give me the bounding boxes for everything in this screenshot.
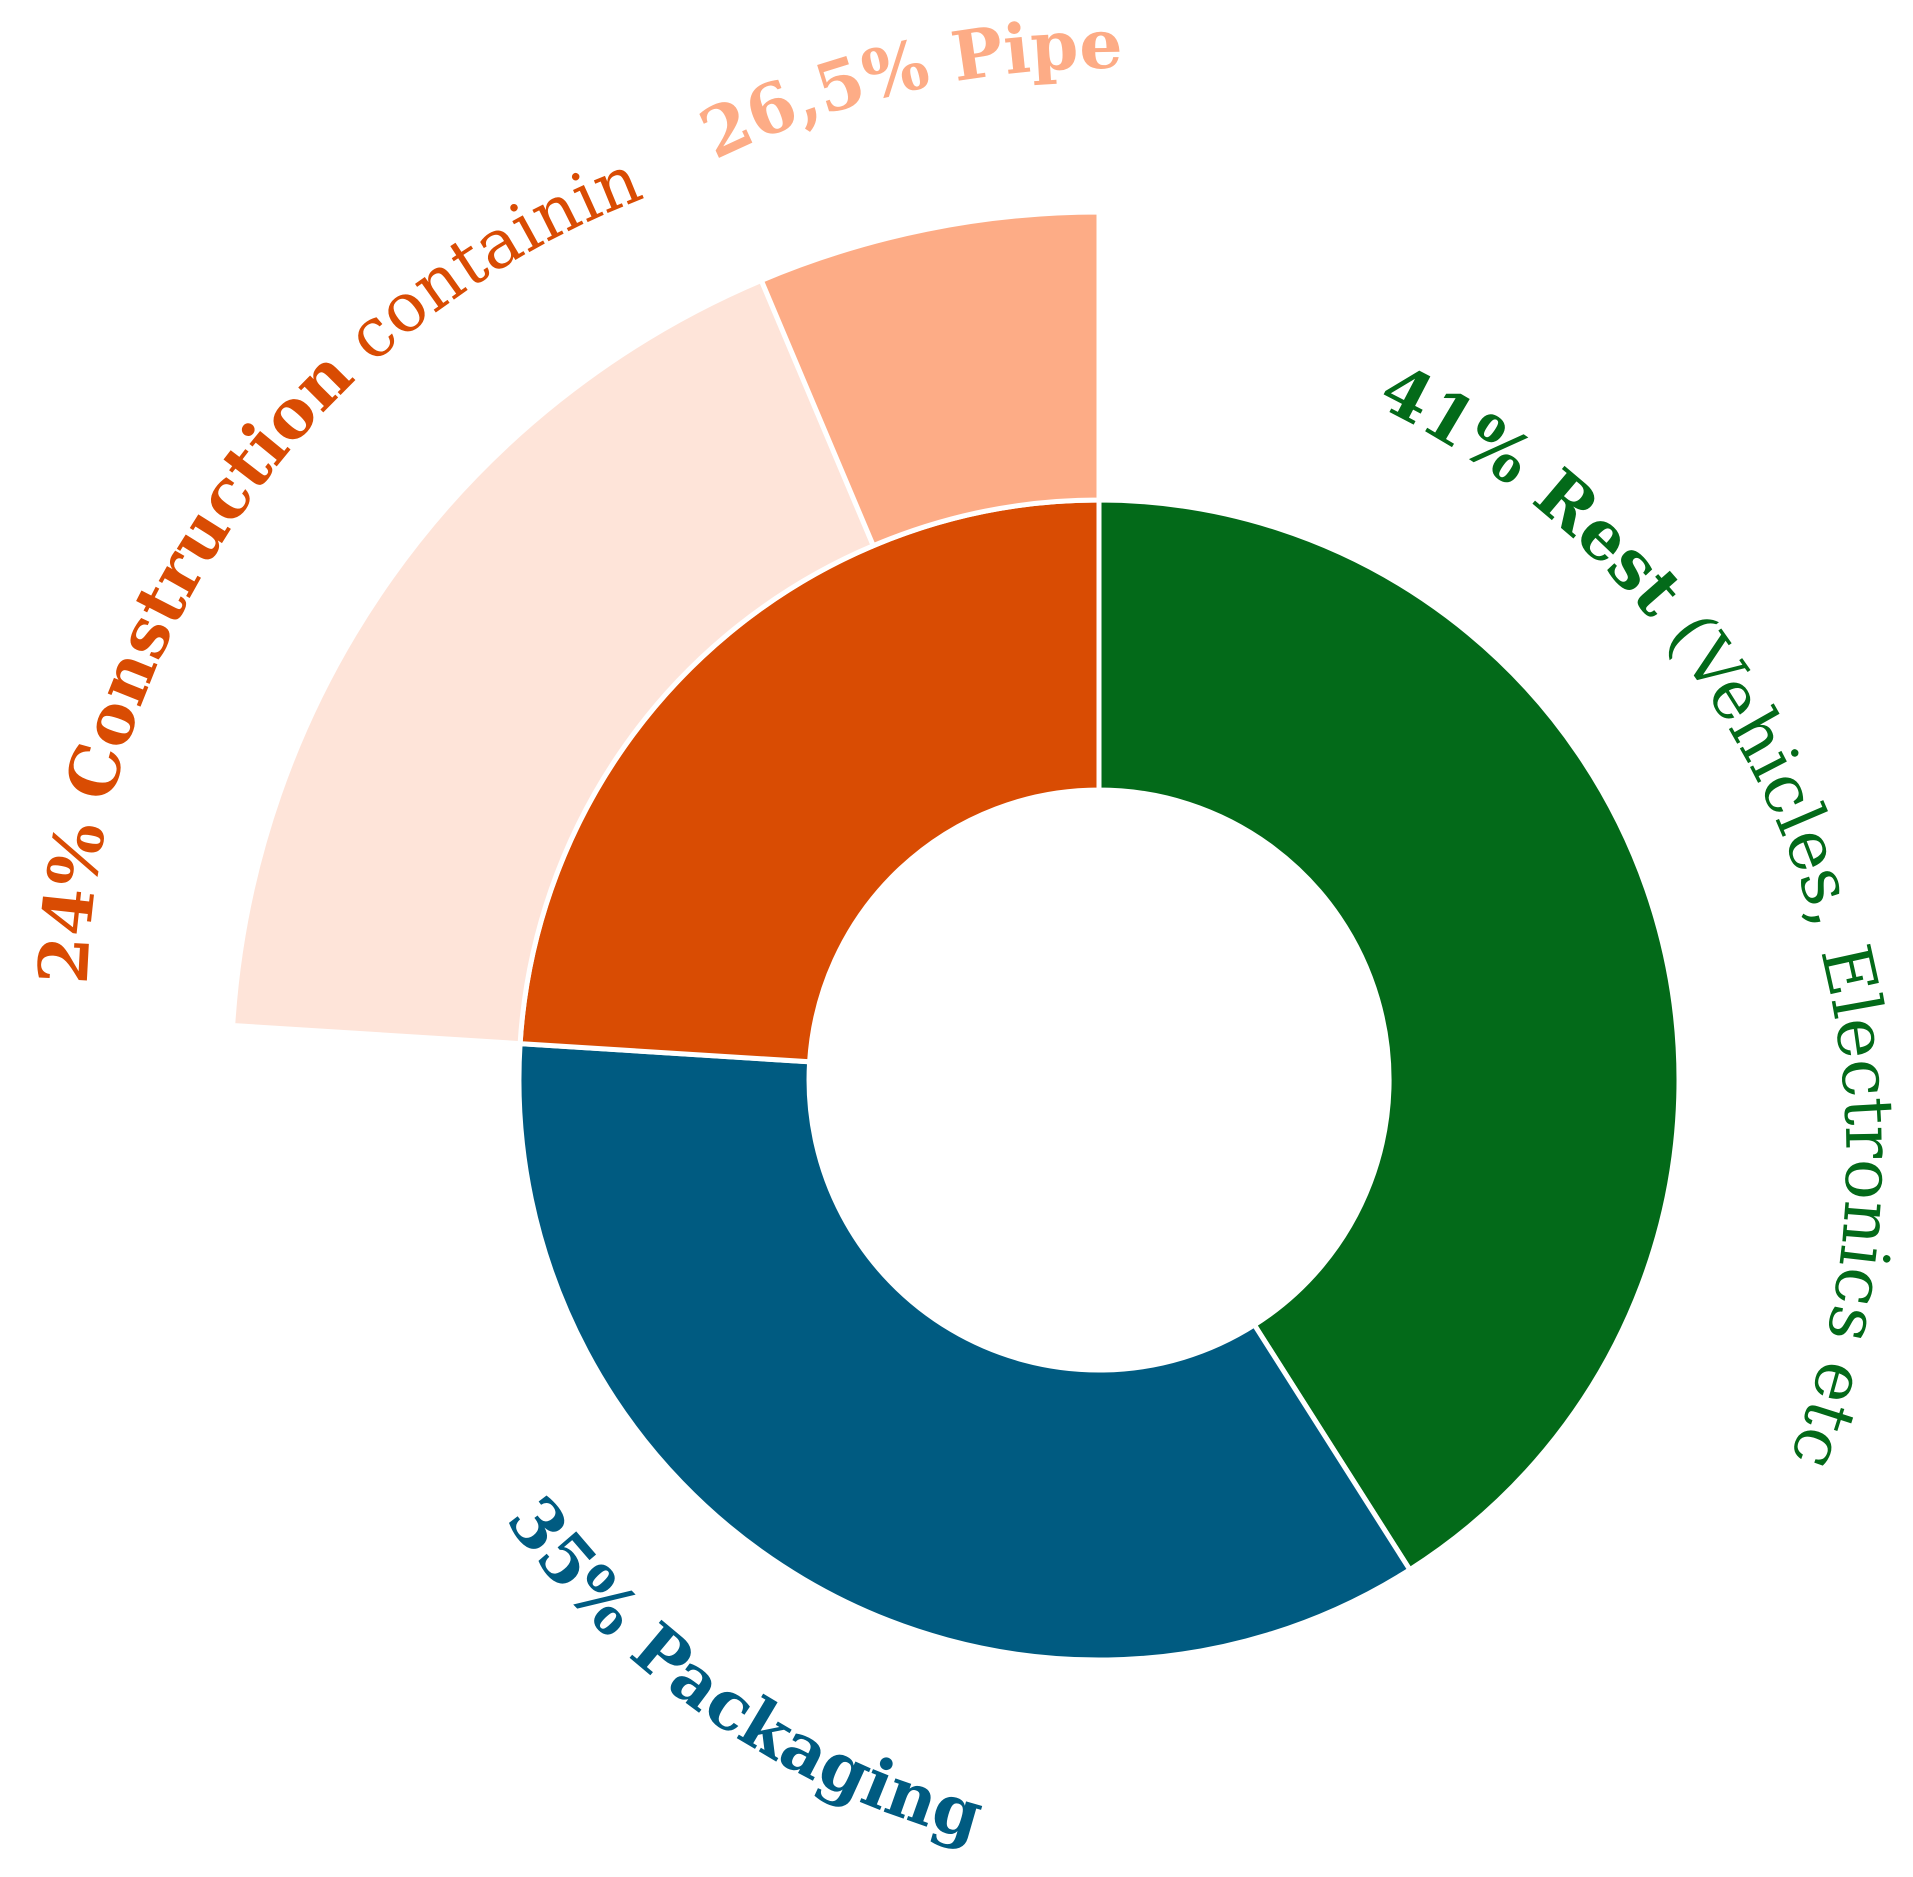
slice-rest xyxy=(1096,497,1682,1574)
label-packaging-name: Packaging xyxy=(616,1608,991,1857)
label-construction-detail: containing xyxy=(0,0,652,377)
slice-packaging xyxy=(516,1040,1414,1663)
slice-construction-other xyxy=(230,277,877,1047)
slice-pipes xyxy=(758,209,1102,549)
label-pipes: 26,5% Pipes xyxy=(0,0,1123,175)
label-construction-percent: 24% xyxy=(24,816,122,986)
label-pipes-percent: 26,5% xyxy=(689,24,937,175)
